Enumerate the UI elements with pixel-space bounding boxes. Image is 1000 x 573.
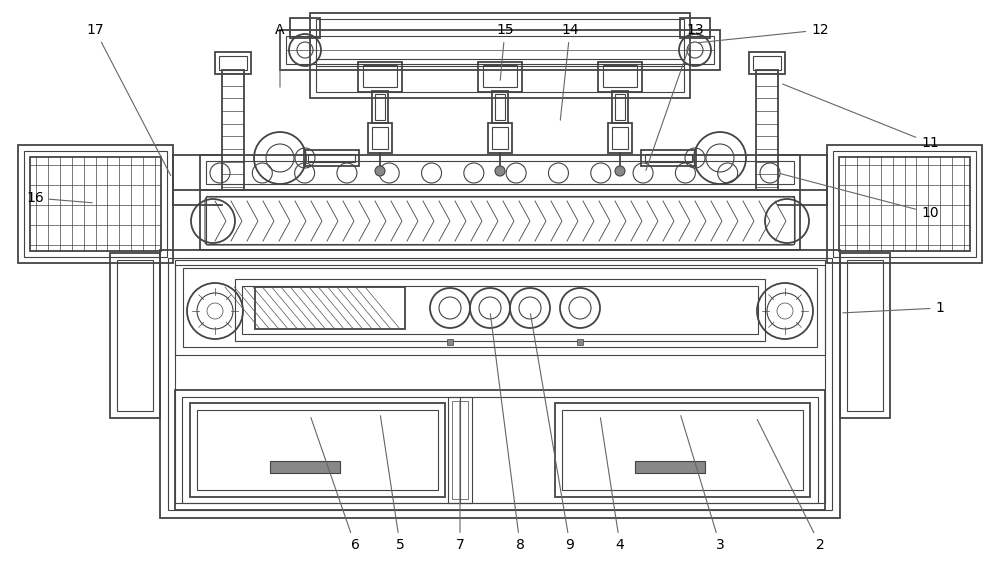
Bar [175,260,825,355]
Bar [555,403,810,497]
Bar [222,70,244,190]
Bar [447,339,453,345]
Bar [495,94,505,120]
Bar [286,36,714,64]
Bar [598,62,642,92]
Bar [215,52,251,74]
Text: 10: 10 [781,174,939,220]
Text: 1: 1 [843,301,944,315]
Text: A: A [275,23,285,87]
Bar [363,65,397,87]
Bar [756,70,778,190]
Bar [168,258,832,510]
Bar [310,13,690,98]
Bar [612,91,628,123]
Bar [358,62,402,92]
Bar [183,268,817,347]
Bar [839,157,970,251]
Bar [175,390,825,510]
Bar [206,161,794,184]
Text: 11: 11 [783,84,939,150]
Bar [483,65,517,87]
Bar [615,94,625,120]
Bar [24,151,167,257]
Bar [635,461,705,473]
Bar [175,265,825,503]
Bar [840,253,890,418]
Bar [603,65,637,87]
Text: 3: 3 [681,415,724,552]
Bar [645,154,692,162]
Bar [255,287,405,329]
Bar [368,123,392,153]
Bar [270,461,340,473]
Bar [577,339,583,345]
Bar [612,127,628,149]
Circle shape [495,166,505,176]
Bar [304,150,359,166]
Bar [190,403,445,497]
Bar [833,151,976,257]
Bar [18,145,173,263]
Circle shape [615,166,625,176]
Text: 5: 5 [380,416,404,552]
Bar [478,62,522,92]
Bar [110,253,160,418]
Text: 4: 4 [600,418,624,552]
Bar [30,157,161,251]
Bar [316,19,684,92]
Text: 12: 12 [698,23,829,43]
Text: 2: 2 [757,419,824,552]
Bar [160,250,840,518]
Text: 16: 16 [26,191,92,205]
Bar [206,196,794,244]
Text: 17: 17 [86,23,171,175]
Text: 15: 15 [496,23,514,80]
Bar [608,123,632,153]
Circle shape [375,166,385,176]
Bar [847,260,883,411]
Bar [492,127,508,149]
Bar [117,260,153,411]
Bar [448,397,472,503]
Text: 8: 8 [490,314,524,552]
Bar [452,401,468,499]
Text: 7: 7 [456,401,464,552]
Bar [492,91,508,123]
Bar [749,52,785,74]
Text: 9: 9 [530,314,574,552]
Bar [562,410,803,490]
Bar [375,94,385,120]
Bar [308,154,355,162]
Bar [488,123,512,153]
Text: 6: 6 [311,418,359,552]
Bar [197,410,438,490]
Bar [242,286,758,334]
Bar [372,127,388,149]
Bar [827,145,982,263]
Text: 13: 13 [646,23,704,170]
Bar [372,91,388,123]
Bar [280,30,720,70]
Bar [235,279,765,341]
Bar [200,190,800,250]
Bar [680,18,710,38]
Text: 14: 14 [560,23,579,120]
Bar [200,155,800,190]
Bar [290,18,320,38]
Bar [641,150,696,166]
Bar [182,397,818,503]
Bar [219,56,247,70]
Bar [753,56,781,70]
